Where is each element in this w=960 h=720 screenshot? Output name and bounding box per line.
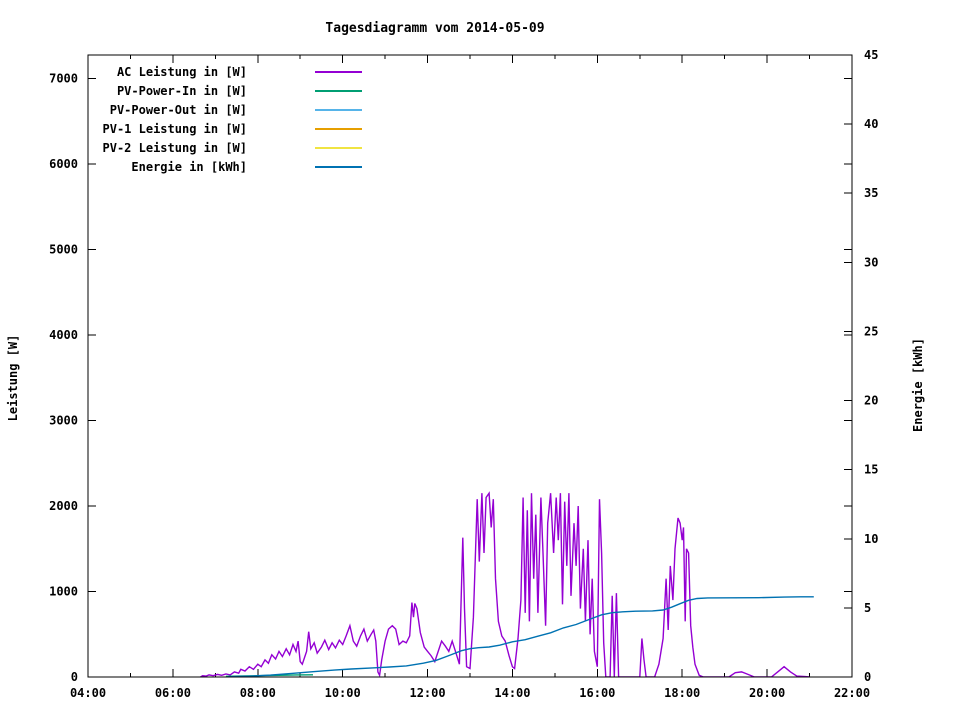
x-tick-label: 08:00 <box>240 686 276 700</box>
legend-label: PV-Power-Out in [W] <box>110 103 247 117</box>
y-right-tick-label: 35 <box>864 186 878 200</box>
x-tick-label: 04:00 <box>70 686 106 700</box>
legend-label: PV-2 Leistung in [W] <box>103 141 248 155</box>
y-right-tick-label: 0 <box>864 670 871 684</box>
y-right-tick-label: 40 <box>864 117 878 131</box>
legend-label: AC Leistung in [W] <box>117 65 247 79</box>
x-tick-label: 20:00 <box>749 686 785 700</box>
y-left-tick-label: 1000 <box>49 585 78 599</box>
x-tick-label: 22:00 <box>834 686 870 700</box>
legend-label: Energie in [kWh] <box>131 160 247 174</box>
x-tick-label: 12:00 <box>409 686 445 700</box>
legend-label: PV-Power-In in [W] <box>117 84 247 98</box>
y-left-tick-label: 7000 <box>49 72 78 86</box>
x-tick-label: 16:00 <box>579 686 615 700</box>
y-left-tick-label: 4000 <box>49 328 78 342</box>
y-left-tick-label: 0 <box>71 670 78 684</box>
data-series <box>200 491 814 677</box>
y-right-tick-label: 30 <box>864 255 878 269</box>
series-line-energie-in-kwh- <box>228 596 814 677</box>
y-left-tick-label: 6000 <box>49 157 78 171</box>
y-left-tick-label: 2000 <box>49 499 78 513</box>
chart-title: Tagesdiagramm vom 2014-05-09 <box>325 21 544 36</box>
y-right-tick-label: 15 <box>864 463 878 477</box>
x-tick-label: 18:00 <box>664 686 700 700</box>
y-right-tick-label: 10 <box>864 532 878 546</box>
axis-tick-labels: 04:00 06:00 08:00 10:00 12:00 14:00 16:00 18:00… <box>49 48 878 700</box>
legend-label: PV-1 Leistung in [W] <box>103 122 248 136</box>
y-axis-left-label: Leistung [W] <box>6 335 20 422</box>
y-left-tick-label: 5000 <box>49 243 78 257</box>
x-tick-label: 10:00 <box>325 686 361 700</box>
plot-border <box>87 54 853 678</box>
series-line-ac-leistung-in-w- <box>200 491 810 677</box>
y-right-tick-label: 45 <box>864 48 878 62</box>
x-tick-label: 14:00 <box>494 686 530 700</box>
legend: AC Leistung in [W] PV-Power-In in [W] PV-P… <box>103 65 362 174</box>
x-tick-label: 06:00 <box>155 686 191 700</box>
y-left-tick-label: 3000 <box>49 414 78 428</box>
y-right-tick-label: 25 <box>864 324 878 338</box>
y-right-tick-label: 5 <box>864 601 871 615</box>
y-axis-right-label: Energie [kWh] <box>911 338 925 432</box>
y-right-tick-label: 20 <box>864 394 878 408</box>
